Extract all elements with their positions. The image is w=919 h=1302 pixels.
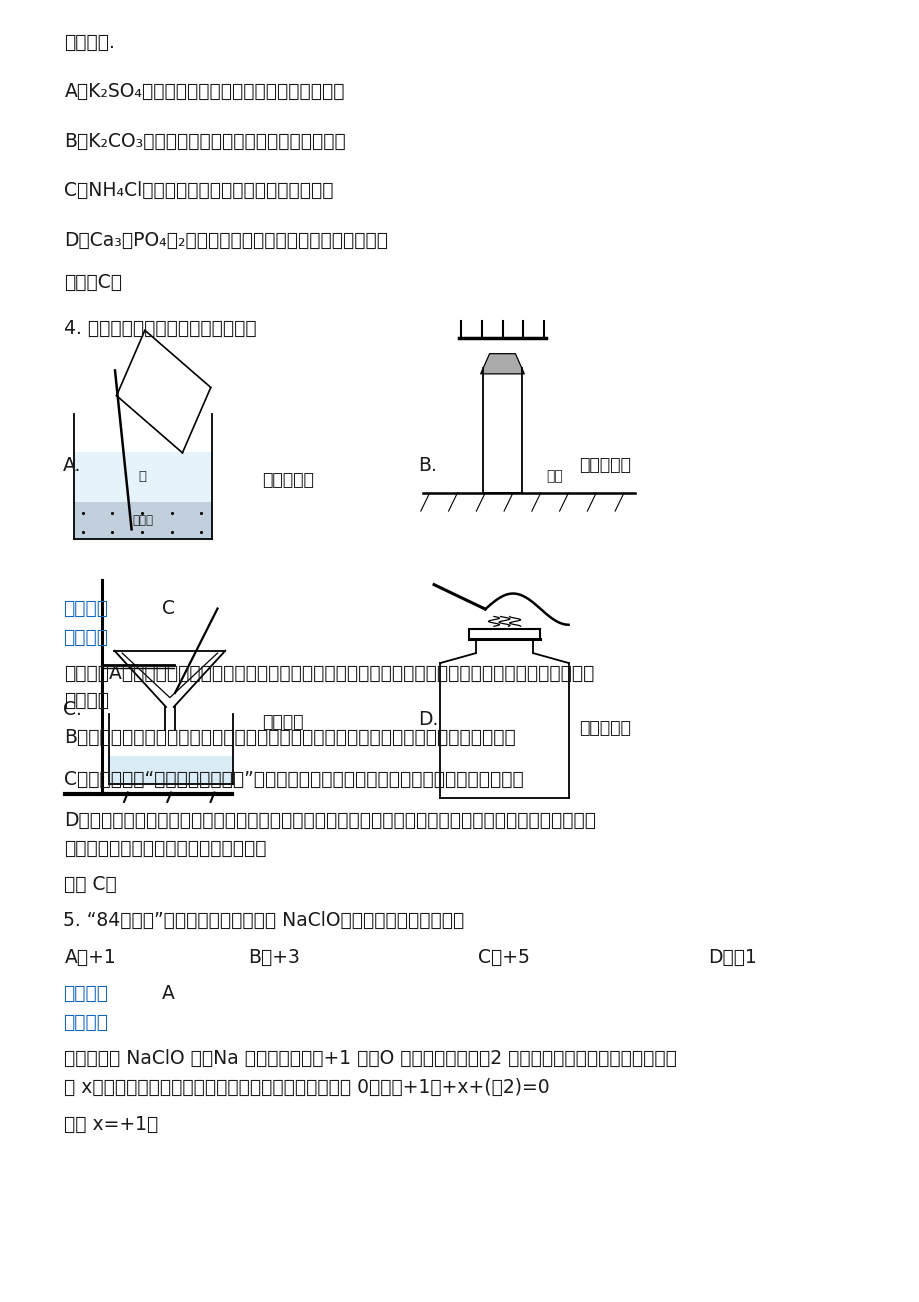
- Text: A: A: [162, 984, 175, 1004]
- Text: A.: A.: [62, 456, 81, 475]
- Text: 闻气体的气味，操作错误，不符合题意。: 闻气体的气味，操作错误，不符合题意。: [64, 838, 267, 858]
- Text: C、NH₄Cl中含有氮元素，属于氮肂，符合题意；: C、NH₄Cl中含有氮元素，属于氮肂，符合题意；: [64, 181, 334, 201]
- Text: 为复合肥.: 为复合肥.: [64, 33, 115, 52]
- Text: A．+1: A．+1: [64, 948, 116, 967]
- Text: 浓硫酸: 浓硫酸: [132, 514, 153, 527]
- Text: D.: D.: [418, 710, 438, 729]
- Text: C．+5: C．+5: [478, 948, 529, 967]
- Text: D．－1: D．－1: [708, 948, 756, 967]
- Text: 【详解】A、稀释浓硫酸时，将浓硫酸沿烧杯内壁慢慢注入水里，并用玻璃棒不断搨拈，操作不正确，不符: 【详解】A、稀释浓硫酸时，将浓硫酸沿烧杯内壁慢慢注入水里，并用玻璃棒不断搨拈，操…: [64, 664, 594, 684]
- Text: 【解析】: 【解析】: [62, 628, 108, 647]
- Text: 水: 水: [139, 470, 146, 483]
- Text: 【详解】在 NaClO 中，Na 元素的化合价为+1 价，O 元素的化合价为－2 价，设次氯酸钓中氯元素的化合价: 【详解】在 NaClO 中，Na 元素的化合价为+1 价，O 元素的化合价为－2…: [64, 1049, 676, 1069]
- Text: 【答案】: 【答案】: [62, 984, 108, 1004]
- Text: 过滤液体: 过滤液体: [262, 713, 303, 732]
- Text: B、K₂CO₃中含有钒元素，属于钒肂，不符合题意；: B、K₂CO₃中含有钒元素，属于钒肂，不符合题意；: [64, 132, 346, 151]
- Text: 解得 x=+1。: 解得 x=+1。: [64, 1115, 158, 1134]
- Text: B．+3: B．+3: [248, 948, 300, 967]
- Text: 4. 下列化学实验基本操作中正确的是: 4. 下列化学实验基本操作中正确的是: [64, 319, 256, 339]
- Text: 闻气体气味: 闻气体气味: [579, 719, 630, 737]
- Text: C.: C.: [62, 700, 82, 720]
- Bar: [74, 501, 211, 539]
- Text: 桌面: 桌面: [546, 469, 562, 483]
- Text: 故选 C。: 故选 C。: [64, 875, 117, 894]
- Text: 稀释浓硫酸: 稀释浓硫酸: [262, 471, 313, 490]
- Text: B.: B.: [418, 456, 437, 475]
- Text: C、过滤时，应“一贴、二低、三靠”过滤操作中应使用玻璃棒引流，操作正确，符合题意；: C、过滤时，应“一贴、二低、三靠”过滤操作中应使用玻璃棒引流，操作正确，符合题意…: [64, 769, 524, 789]
- Text: D、Ca₃（PO₄）₂中含有磷元素，属于磷肂，不符合题意。: D、Ca₃（PO₄）₂中含有磷元素，属于磷肂，不符合题意。: [64, 230, 388, 250]
- Bar: [109, 756, 233, 784]
- Text: 【解析】: 【解析】: [62, 1013, 108, 1032]
- Polygon shape: [480, 354, 524, 374]
- Text: 合题意；: 合题意；: [64, 691, 109, 711]
- Text: A、K₂SO₄中含有钒元素，属于钒肂，不符合题意；: A、K₂SO₄中含有钒元素，属于钒肂，不符合题意；: [64, 82, 345, 102]
- Text: D、闻气体的气味时，应用手在瓶口轻轻地扇动，使极少量的气体飘进鼻子中，不能将鼻子凑到集气瓶口去: D、闻气体的气味时，应用手在瓶口轻轻地扇动，使极少量的气体飘进鼻子中，不能将鼻子…: [64, 811, 596, 831]
- Text: 为 x，根据化合物中，各元素的正、负化合价的代数和为 0，则（+1）+x+(－2)=0: 为 x，根据化合物中，各元素的正、负化合价的代数和为 0，则（+1）+x+(－2…: [64, 1078, 550, 1098]
- Text: C: C: [162, 599, 175, 618]
- Text: 【答案】: 【答案】: [62, 599, 108, 618]
- Text: 5. “84消毒液”的有效成分为次氯酸钓 NaClO，其中氯元素的化合价为: 5. “84消毒液”的有效成分为次氯酸钓 NaClO，其中氯元素的化合价为: [62, 911, 463, 931]
- Text: 故选：C。: 故选：C。: [64, 273, 122, 293]
- Text: 塞紧橡胶塞: 塞紧橡胶塞: [579, 456, 630, 474]
- Text: B、不能把试管底部放在桌面上再使劲塞进塞子，以免压破试管，操作错误，不符合题意；: B、不能把试管底部放在桌面上再使劲塞进塞子，以免压破试管，操作错误，不符合题意；: [64, 728, 516, 747]
- Bar: [74, 452, 211, 501]
